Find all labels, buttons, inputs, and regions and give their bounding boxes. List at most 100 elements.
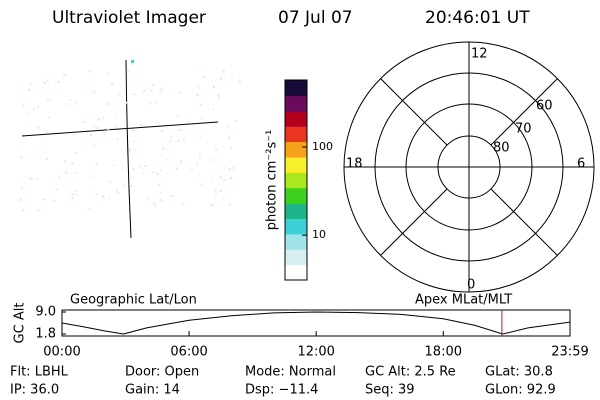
- pixel: [46, 79, 49, 82]
- pixel: [116, 189, 119, 192]
- pixel: [115, 125, 118, 128]
- date: 07 Jul 07: [278, 8, 353, 28]
- pixel: [159, 169, 162, 172]
- colorbar-frame: [284, 79, 308, 281]
- pixel: [162, 147, 165, 150]
- pixel: [72, 193, 75, 196]
- pixel: [69, 99, 72, 102]
- pixel: [130, 185, 133, 188]
- pixel: [128, 149, 131, 152]
- pixel: [139, 165, 142, 168]
- lat-label: 80: [493, 141, 510, 156]
- pixel: [149, 102, 152, 105]
- pixel: [142, 172, 145, 175]
- pixel: [63, 160, 66, 163]
- pixel: [131, 129, 134, 132]
- pixel: [229, 177, 232, 180]
- info-field: Door: Open: [125, 365, 199, 380]
- pixel: [57, 80, 60, 83]
- orbit-label: Geographic Lat/Lon: [70, 293, 197, 308]
- pixel: [230, 73, 233, 76]
- pixel: [238, 80, 241, 83]
- pixel: [37, 209, 40, 212]
- pixel: [89, 134, 92, 137]
- pixel: [107, 102, 110, 105]
- pixel: [93, 91, 96, 94]
- pixel: [231, 169, 234, 172]
- polar-plot: [343, 41, 595, 293]
- pixel: [63, 73, 66, 76]
- pixel: [36, 178, 39, 181]
- pixel: [102, 195, 105, 198]
- mlt-label: 12: [471, 47, 488, 62]
- pixel: [169, 139, 172, 142]
- pixel: [160, 199, 163, 202]
- pixel: [233, 166, 236, 169]
- pixel: [183, 138, 186, 141]
- pixel: [153, 202, 156, 205]
- pixel: [171, 195, 174, 198]
- pixel: [73, 133, 76, 136]
- pixel: [214, 190, 217, 193]
- orbit-label: Apex MLat/MLT: [415, 293, 512, 308]
- pixel: [154, 101, 157, 104]
- colorbar-segment: [285, 172, 307, 189]
- pixel: [31, 177, 34, 180]
- title: Ultraviolet Imager: [52, 8, 206, 28]
- pixel: [134, 148, 137, 151]
- lat-label: 60: [536, 99, 553, 114]
- colorbar-segment: [285, 187, 307, 204]
- pixel: [178, 91, 181, 94]
- pixel: [159, 192, 162, 195]
- pixel: [223, 178, 226, 181]
- pixel: [20, 156, 23, 159]
- pixel: [186, 120, 189, 123]
- colorbar-segment: [285, 264, 307, 281]
- pixel: [144, 165, 147, 168]
- pixel: [53, 199, 56, 202]
- pixel: [234, 120, 237, 123]
- pixel: [212, 107, 215, 110]
- pixel: [118, 93, 121, 96]
- info-field: GC Alt: 2.5 Re: [365, 365, 456, 380]
- info-field: Gain: 14: [125, 383, 180, 398]
- x-tick-label: 00:00: [43, 345, 80, 360]
- pixel: [175, 167, 178, 170]
- pixel: [191, 168, 194, 171]
- pixel: [57, 175, 60, 178]
- pixel: [139, 124, 142, 127]
- pixel: [110, 82, 113, 85]
- colorbar-segment: [285, 203, 307, 219]
- pixel: [74, 190, 77, 193]
- pixel: [150, 89, 153, 92]
- x-tick-label: 18:00: [425, 345, 462, 360]
- pixel: [49, 98, 52, 101]
- pixel: [95, 163, 98, 166]
- pixel: [226, 125, 229, 128]
- pixel: [46, 99, 49, 102]
- crosshair: [21, 121, 219, 137]
- pixel: [179, 129, 182, 132]
- pixel: [154, 205, 157, 208]
- image-panel: [20, 59, 241, 239]
- pixel: [170, 135, 173, 138]
- colorbar-segment: [285, 141, 307, 158]
- colorbar-segment: [285, 126, 307, 143]
- info-field: Mode: Normal: [245, 365, 336, 380]
- pixel: [209, 158, 212, 161]
- pixel: [182, 203, 185, 206]
- pixel: [88, 207, 91, 210]
- pixel: [222, 70, 225, 73]
- pixel: [230, 146, 233, 149]
- pixel: [125, 101, 128, 104]
- info-field: Flt: LBHL: [10, 365, 69, 380]
- pixel: [151, 84, 154, 87]
- pixel: [197, 87, 200, 90]
- pixel: [196, 93, 199, 96]
- mlt-label: 18: [346, 157, 363, 172]
- pixel: [29, 177, 32, 180]
- pixel: [71, 162, 74, 165]
- pixel: [66, 172, 69, 175]
- orbit-ylabel: GC Alt: [13, 303, 28, 344]
